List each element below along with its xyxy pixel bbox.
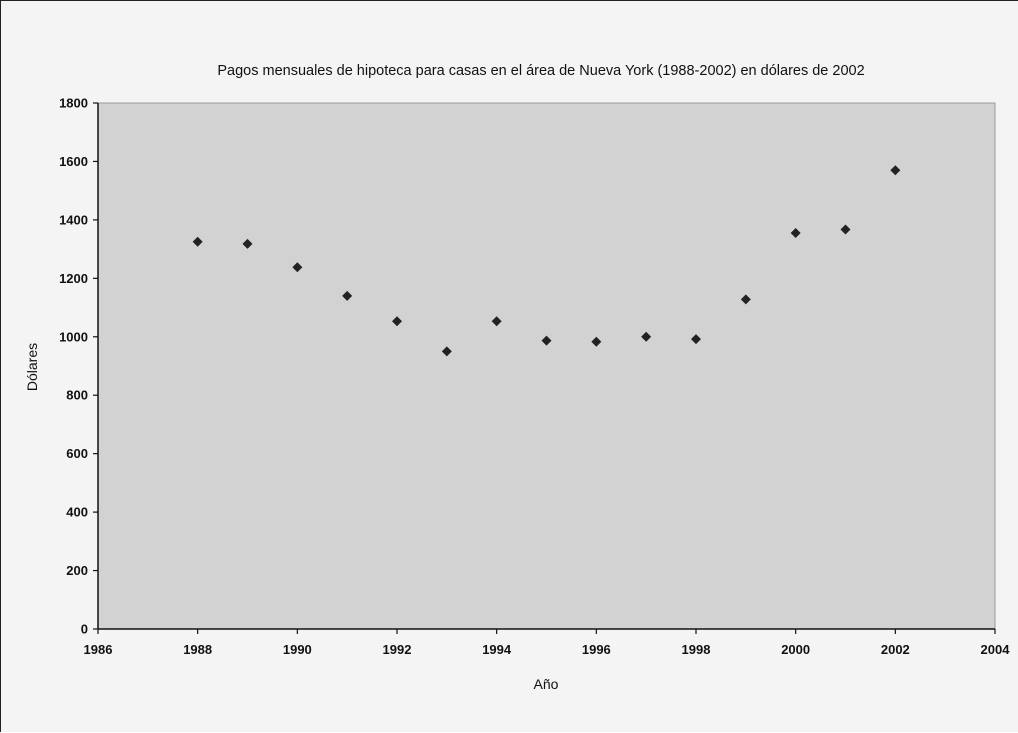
x-tick-label: 1996 bbox=[582, 642, 611, 657]
data-points bbox=[192, 165, 901, 357]
x-tick-label: 1994 bbox=[482, 642, 512, 657]
y-tick-label: 200 bbox=[66, 563, 88, 578]
data-point bbox=[740, 294, 751, 305]
y-axis-title: Dólares bbox=[24, 343, 40, 391]
data-point bbox=[342, 290, 353, 301]
y-axis: 0 200 400 600 800 1000 1200 1400 1600 1800 bbox=[59, 96, 99, 637]
x-tick-label: 2000 bbox=[781, 642, 810, 657]
y-tick-label: 1200 bbox=[59, 271, 88, 286]
x-tick-label: 1990 bbox=[283, 642, 312, 657]
x-axis-title: Año bbox=[534, 676, 559, 692]
x-axis: 1986 1988 1990 1992 1994 1996 1998 2000 2002 2004 bbox=[84, 628, 1011, 657]
data-point bbox=[242, 238, 253, 249]
x-tick-label: 2002 bbox=[881, 642, 910, 657]
data-point bbox=[591, 336, 602, 347]
data-point bbox=[541, 335, 552, 346]
data-point bbox=[392, 316, 402, 327]
data-point bbox=[192, 236, 203, 247]
data-point bbox=[691, 334, 701, 345]
y-tick-label: 400 bbox=[66, 505, 88, 520]
data-point bbox=[491, 316, 502, 327]
x-tick-label: 1992 bbox=[383, 642, 412, 657]
y-tick-label: 1800 bbox=[59, 96, 88, 111]
data-point bbox=[292, 262, 303, 273]
plot-area bbox=[97, 102, 996, 630]
data-point bbox=[441, 346, 452, 357]
x-tick-label: 1998 bbox=[682, 642, 711, 657]
y-tick-label: 600 bbox=[66, 446, 88, 461]
y-tick-label: 1000 bbox=[59, 329, 88, 344]
chart-title: Pagos mensuales de hipoteca para casas e… bbox=[217, 63, 864, 79]
y-tick-label: 1600 bbox=[59, 154, 88, 169]
data-point bbox=[890, 165, 901, 176]
data-point bbox=[641, 331, 652, 342]
y-tick-label: 1400 bbox=[59, 212, 88, 227]
x-tick-label: 2004 bbox=[981, 642, 1011, 657]
x-tick-label: 1986 bbox=[84, 642, 113, 657]
data-point bbox=[840, 224, 851, 235]
data-point bbox=[790, 228, 801, 239]
y-tick-label: 0 bbox=[81, 622, 88, 637]
y-tick-label: 800 bbox=[66, 388, 88, 403]
x-tick-label: 1988 bbox=[183, 642, 212, 657]
